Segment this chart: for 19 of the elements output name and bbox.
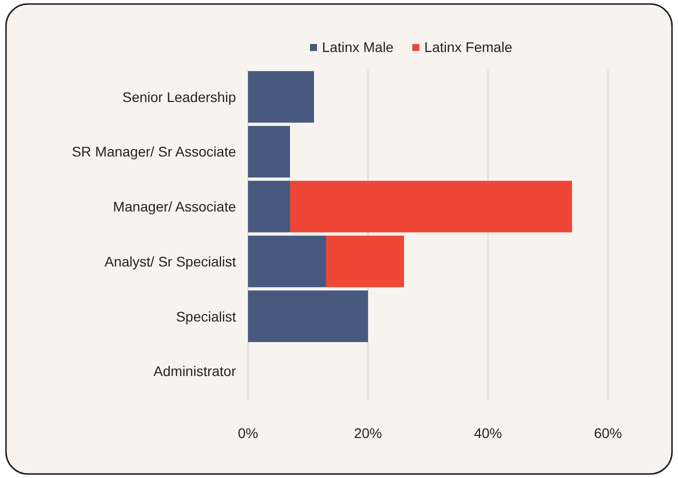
y-tick-label: Specialist [176, 308, 236, 324]
x-tick-label: 40% [474, 425, 502, 441]
x-tick-label: 0% [238, 425, 258, 441]
y-tick-label: Administrator [154, 363, 236, 380]
bar [290, 180, 572, 232]
x-tick-label: 60% [594, 425, 622, 441]
bar [326, 236, 404, 288]
bar [248, 180, 290, 232]
y-tick-label: Manager/ Associate [113, 198, 236, 215]
x-tick-label: 20% [354, 425, 382, 441]
y-tick-label: SR Manager/ Sr Associate [72, 144, 236, 160]
legend-label: Latinx Female [424, 39, 512, 55]
bar [248, 71, 314, 123]
bar [248, 126, 290, 178]
y-tick-label: Senior Leadership [122, 88, 236, 105]
y-tick-label: Analyst/ Sr Specialist [104, 253, 236, 270]
bar [248, 236, 326, 288]
legend-label: Latinx Male [322, 39, 394, 55]
bar [248, 290, 368, 342]
